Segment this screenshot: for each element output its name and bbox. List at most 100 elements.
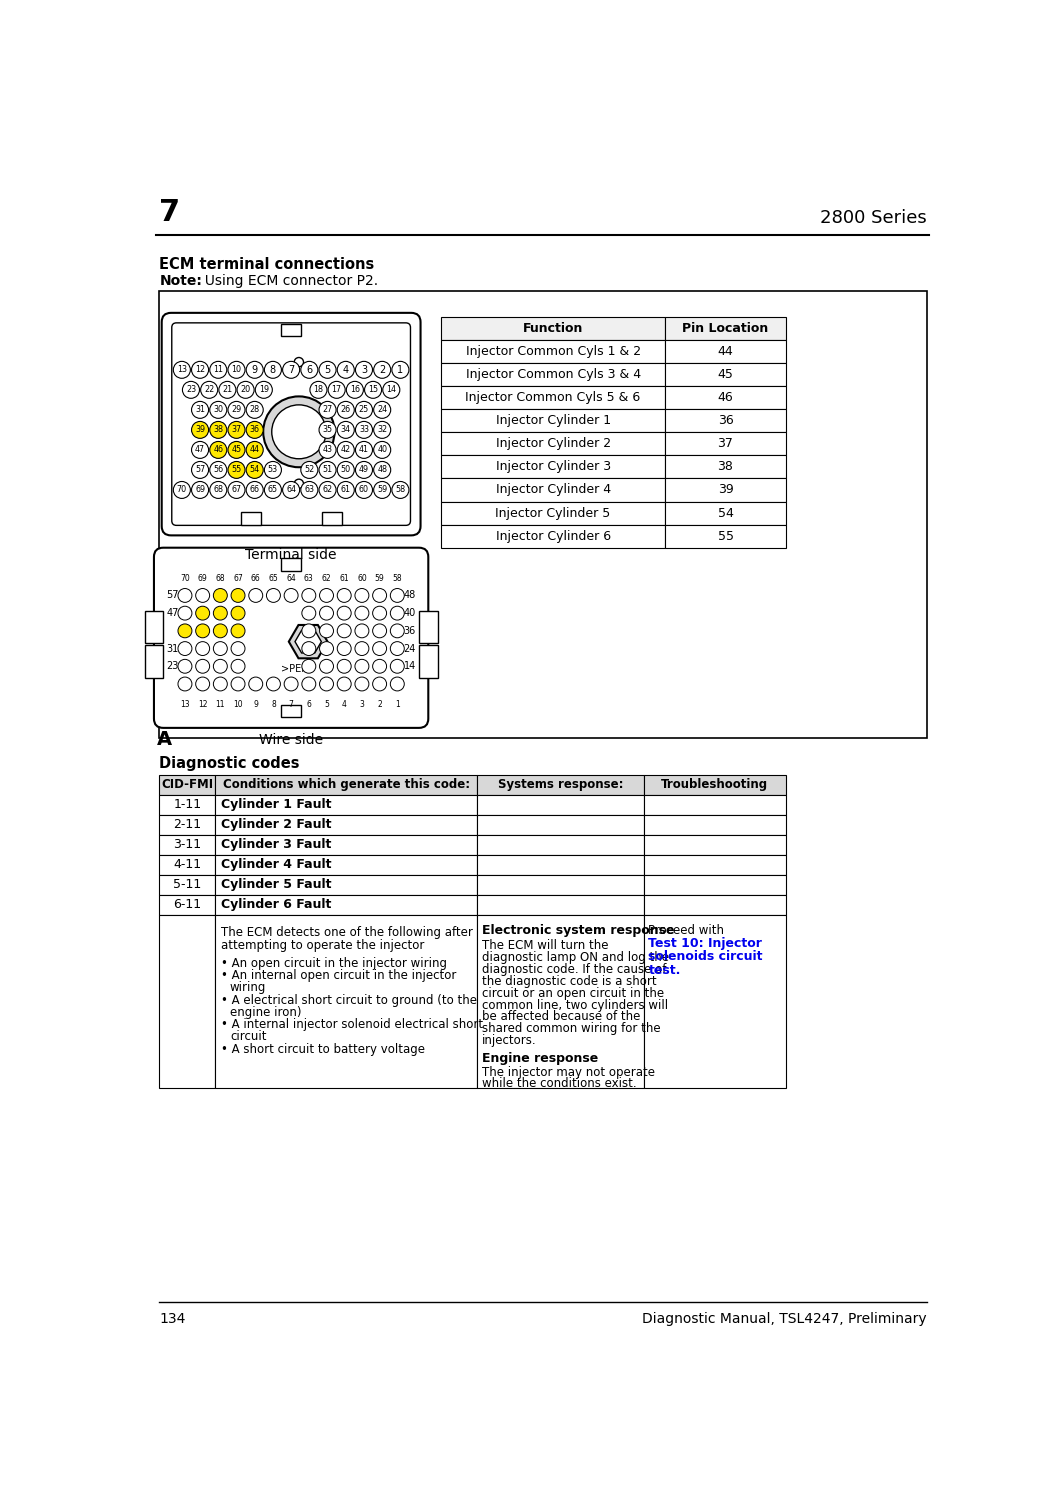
Circle shape [302,606,315,620]
Text: 13: 13 [180,701,189,710]
Text: • An open circuit in the injector wiring: • An open circuit in the injector wiring [221,957,446,970]
Circle shape [373,442,390,458]
Circle shape [282,361,299,379]
Text: shared common wiring for the: shared common wiring for the [481,1022,660,1036]
Text: The ECM detects one of the following after: The ECM detects one of the following aft… [221,925,473,939]
Circle shape [355,482,372,499]
Text: Injector Cylinder 1: Injector Cylinder 1 [495,415,610,427]
Text: 40: 40 [378,446,387,455]
Text: 63: 63 [304,573,313,582]
Text: 69: 69 [198,573,207,582]
Bar [643,814,786,835]
Text: 29: 29 [232,406,241,415]
Text: 53: 53 [268,466,278,475]
Circle shape [338,606,351,620]
Circle shape [355,361,372,379]
Circle shape [390,677,404,692]
Bar [441,386,665,409]
Bar [322,512,343,524]
Text: 61: 61 [340,573,349,582]
Text: Wire side: Wire side [259,732,323,747]
Text: 57: 57 [166,590,179,600]
Circle shape [346,382,363,398]
Text: 7: 7 [289,701,293,710]
Text: 7: 7 [160,199,181,228]
Text: • A electrical short circuit to ground (to the: • A electrical short circuit to ground (… [221,994,476,1006]
Bar [665,340,786,362]
Text: 39: 39 [195,425,205,434]
Circle shape [355,401,372,418]
Text: common line, two cylinders will: common line, two cylinders will [481,998,668,1012]
Text: 57: 57 [195,466,205,475]
Bar [665,479,786,501]
Text: the diagnostic code is a short: the diagnostic code is a short [481,975,656,988]
Circle shape [249,677,262,692]
Text: 2: 2 [378,701,382,710]
Text: Terminal side: Terminal side [245,548,336,561]
Text: circuit: circuit [230,1030,267,1043]
Text: Systems response:: Systems response: [497,778,623,792]
Text: 25: 25 [359,406,369,415]
Bar [665,409,786,433]
Circle shape [209,361,226,379]
Text: 59: 59 [375,573,384,582]
Bar [665,524,786,548]
Circle shape [214,677,227,692]
Text: Cylinder 4 Fault: Cylinder 4 Fault [221,858,331,871]
Text: A: A [158,731,172,748]
Circle shape [338,677,351,692]
Circle shape [354,659,369,674]
Text: 55: 55 [232,466,241,475]
Bar [643,895,786,915]
Circle shape [300,361,317,379]
Text: Injector Cylinder 4: Injector Cylinder 4 [495,484,610,497]
Text: 134: 134 [160,1311,186,1325]
Text: 48: 48 [378,466,387,475]
Text: 42: 42 [341,446,351,455]
Bar [643,874,786,895]
Bar [215,915,477,1088]
Circle shape [209,422,226,439]
Text: 65: 65 [268,485,278,494]
Circle shape [231,642,245,656]
Text: 70: 70 [180,573,189,582]
Text: 3: 3 [361,365,367,374]
Text: 16: 16 [350,385,360,394]
Text: Test 10: Injector: Test 10: Injector [649,937,762,951]
Bar [160,874,215,895]
Circle shape [300,461,317,479]
Bar [215,814,477,835]
Text: 24: 24 [377,406,387,415]
Circle shape [282,482,299,499]
Circle shape [328,382,345,398]
FancyBboxPatch shape [171,323,411,525]
Bar [281,558,302,570]
Text: 1: 1 [395,701,400,710]
Bar [160,814,215,835]
Circle shape [178,677,191,692]
Circle shape [209,482,226,499]
Text: 63: 63 [305,485,314,494]
Text: 10: 10 [232,365,241,374]
Circle shape [390,624,404,638]
Circle shape [196,659,209,674]
Bar [665,317,786,340]
Text: >PEI<: >PEI< [281,663,312,674]
Text: 54: 54 [717,506,733,519]
Text: 37: 37 [232,425,241,434]
Circle shape [372,677,386,692]
Bar [145,611,163,644]
Text: Injector Cylinder 6: Injector Cylinder 6 [495,530,610,542]
Circle shape [231,659,245,674]
Text: 66: 66 [250,485,259,494]
Circle shape [320,588,333,602]
Bar [441,340,665,362]
Text: 2800 Series: 2800 Series [820,210,927,228]
Text: The injector may not operate: The injector may not operate [481,1066,655,1078]
Text: Proceed with: Proceed with [649,924,725,937]
Text: 1: 1 [398,365,403,374]
Text: Injector Common Cyls 3 & 4: Injector Common Cyls 3 & 4 [466,368,641,380]
Circle shape [191,461,208,479]
Text: • A short circuit to battery voltage: • A short circuit to battery voltage [221,1043,424,1055]
Bar [643,795,786,814]
